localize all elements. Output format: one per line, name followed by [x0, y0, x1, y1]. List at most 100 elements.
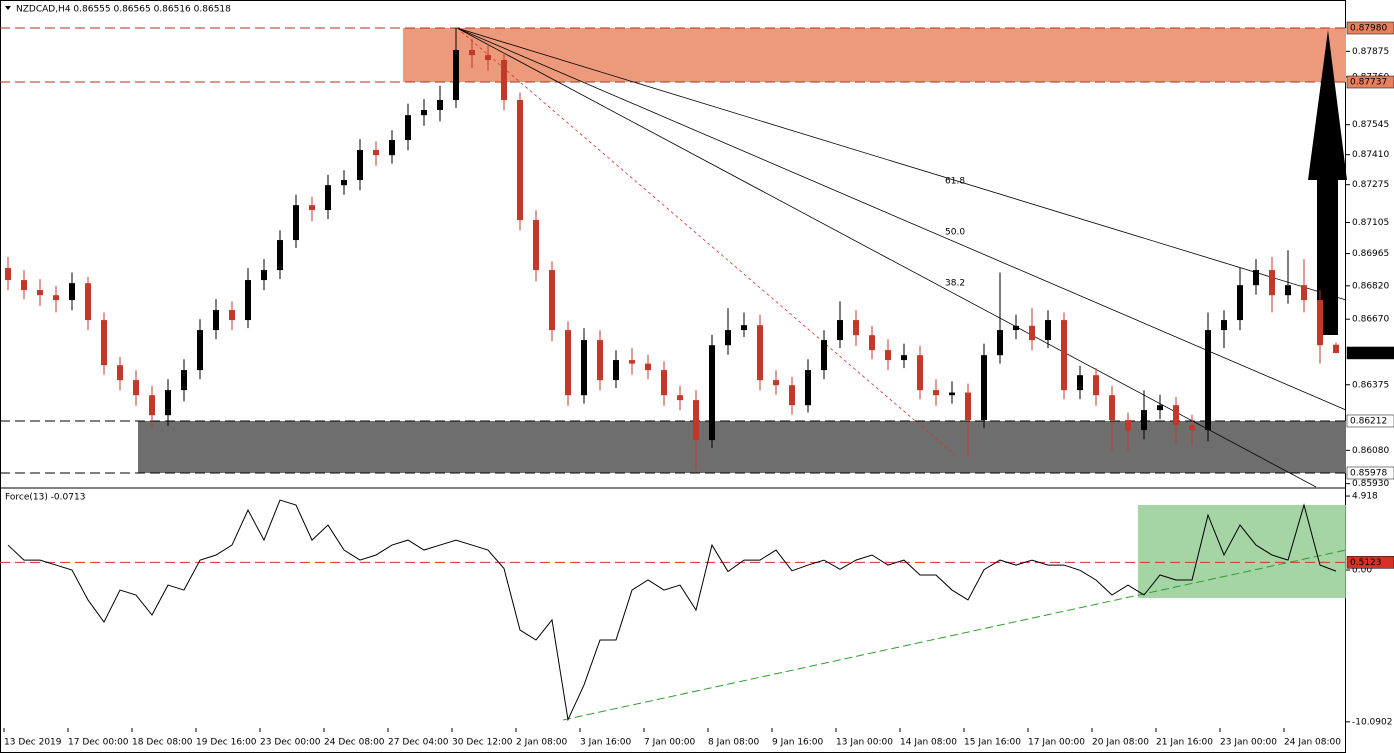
level-label-box [1346, 466, 1394, 480]
candle-body [789, 385, 795, 406]
candle-body [661, 370, 667, 396]
candle-body [917, 355, 923, 391]
candle-body [773, 380, 779, 386]
candle-body [293, 205, 299, 241]
x-tick-label: 30 Dec 12:00 [452, 738, 513, 748]
candle-body [245, 280, 251, 321]
indicator-title: Force(13) -0.0713 [5, 493, 85, 503]
candle-body [997, 330, 1003, 356]
y-tick-label: 0.87410 [1352, 150, 1389, 160]
y-tick-label: 0.85930 [1352, 479, 1389, 489]
trend-line [562, 549, 1347, 721]
fan-line [456, 27, 1347, 301]
candle-body [453, 50, 459, 101]
candle-body [901, 355, 907, 361]
candle-body [437, 100, 443, 111]
support-zone [138, 420, 1346, 473]
candle-body [69, 283, 75, 301]
candle-body [533, 220, 539, 271]
level-label-box [1346, 414, 1394, 428]
x-tick-label: 27 Dec 04:00 [388, 738, 449, 748]
candle-body [1045, 320, 1051, 341]
x-tick-label: 23 Jan 00:00 [1220, 738, 1277, 748]
candle-body [709, 345, 715, 441]
level-label-box [1346, 21, 1394, 35]
candle-body [1125, 420, 1131, 431]
candle-body [1221, 320, 1227, 331]
level-label-box [1346, 346, 1394, 360]
x-tick-label: 24 Dec 08:00 [324, 738, 385, 748]
candle-body [933, 390, 939, 396]
level-label: 0.5123 [1350, 558, 1382, 568]
x-tick-label: 2 Jan 08:00 [516, 738, 568, 748]
candle-body [1029, 325, 1035, 341]
candle-body [261, 270, 267, 281]
y-tick-label: -10.0902 [1352, 717, 1392, 727]
candle-body [1285, 285, 1291, 296]
level-label: 0.87980 [1350, 24, 1387, 34]
candle-body [693, 400, 699, 441]
candle-body [1061, 320, 1067, 391]
candle-body [117, 365, 123, 381]
candle-body [1237, 285, 1243, 321]
candle-body [229, 310, 235, 321]
x-tick-label: 15 Jan 16:00 [964, 738, 1021, 748]
candle-body [1093, 375, 1099, 396]
candle-body [949, 392, 955, 396]
fan-base [456, 27, 956, 456]
candle-body [389, 140, 395, 156]
candle-body [1333, 344, 1339, 353]
level-label-box [1346, 75, 1394, 89]
candle-body [85, 283, 91, 321]
candle-body [1013, 325, 1019, 331]
y-tick-label: 0.86080 [1352, 446, 1389, 456]
candle-body [549, 270, 555, 331]
candle-body [181, 370, 187, 391]
y-tick-label: 0.87875 [1352, 47, 1389, 57]
frame [0, 0, 1346, 753]
candle-body [1253, 270, 1259, 286]
candle-body [373, 150, 379, 156]
fan-line [456, 27, 1317, 488]
candle-body [101, 320, 107, 366]
candle-body [1205, 330, 1211, 431]
y-tick-label: 0.87105 [1352, 218, 1389, 228]
fib-label: 38.2 [945, 279, 965, 289]
level-label: 0.86518 [1350, 348, 1387, 358]
candle-body [325, 185, 331, 211]
x-tick-label: 23 Dec 00:00 [260, 738, 321, 748]
x-tick-label: 13 Dec 2019 [4, 738, 62, 748]
candle-body [821, 340, 827, 371]
x-tick-label: 7 Jan 00:00 [644, 738, 696, 748]
candle-body [1269, 270, 1275, 296]
up-arrow [1308, 30, 1347, 335]
candle-body [197, 330, 203, 371]
x-tick-label: 8 Jan 08:00 [708, 738, 760, 748]
candle-body [981, 355, 987, 421]
candle-body [149, 395, 155, 416]
y-tick-label: 0.87545 [1352, 120, 1389, 130]
x-tick-label: 17 Jan 00:00 [1028, 738, 1085, 748]
y-tick-label: 0.86820 [1352, 281, 1389, 291]
candle-body [677, 395, 683, 401]
candle-body [1109, 395, 1115, 421]
candle-body [53, 295, 59, 301]
highlight-box [1138, 505, 1346, 598]
candle-body [757, 325, 763, 381]
fan-line [456, 27, 1347, 411]
candle-body [1317, 300, 1323, 346]
force-line [7, 499, 1337, 722]
x-tick-label: 19 Dec 16:00 [196, 738, 257, 748]
x-tick-label: 9 Jan 16:00 [772, 738, 824, 748]
candle-body [165, 390, 171, 416]
candle-body [469, 50, 475, 56]
candle-body [853, 320, 859, 336]
candle-body [5, 268, 11, 281]
candle-body [645, 363, 651, 371]
candle-body [501, 60, 507, 101]
candle-body [741, 325, 747, 331]
y-tick-label: 0.00 [1352, 566, 1372, 576]
candle-body [629, 360, 635, 364]
level-label: 0.85978 [1350, 468, 1387, 478]
y-tick-label: 0.87275 [1352, 180, 1389, 190]
